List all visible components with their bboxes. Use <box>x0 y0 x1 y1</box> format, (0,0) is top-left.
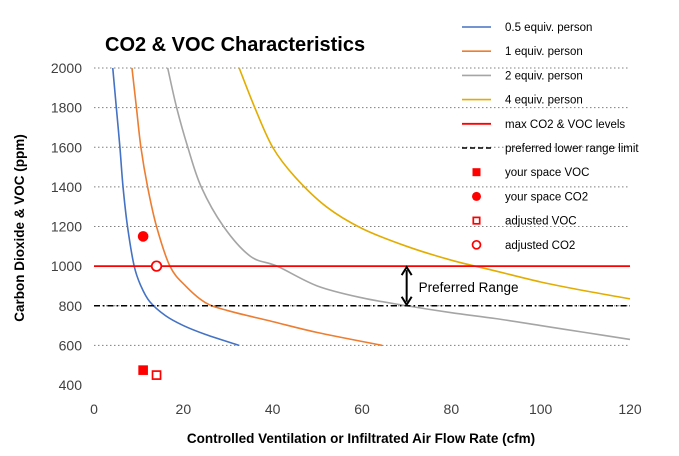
legend-item: your space CO2 <box>472 191 588 203</box>
x-tick-label: 120 <box>618 401 642 417</box>
legend-item: your space VOC <box>472 167 589 179</box>
y-tick-label: 600 <box>59 337 83 353</box>
x-axis-title: Controlled Ventilation or Infiltrated Ai… <box>187 431 535 446</box>
series-3-line <box>238 67 631 300</box>
y-tick-label: 1000 <box>51 258 82 274</box>
grid-layer <box>94 67 630 346</box>
x-tick-label: 60 <box>354 401 370 417</box>
y-tick-label: 1400 <box>51 179 82 195</box>
legend-item: adjusted CO2 <box>471 239 575 252</box>
series-8-point <box>151 370 162 380</box>
legend-item: adjusted VOC <box>472 216 577 228</box>
x-tick-label: 100 <box>529 401 553 417</box>
x-tick-label: 40 <box>265 401 281 417</box>
legend-swatch <box>472 168 481 177</box>
legend-swatch <box>472 191 481 201</box>
y-tick-label: 2000 <box>51 60 82 76</box>
series-2-line <box>166 67 631 341</box>
legend-label: 0.5 equiv. person <box>505 22 592 34</box>
legend-label: adjusted VOC <box>505 216 577 228</box>
y-tick-label: 400 <box>59 377 83 393</box>
legend-label: max CO2 & VOC levels <box>505 119 625 131</box>
preferred-range-label: Preferred Range <box>419 280 519 295</box>
legend-item: preferred lower range limit <box>462 143 639 155</box>
x-tick-label: 20 <box>176 401 192 417</box>
series-0-line <box>111 67 240 347</box>
legend-label: your space CO2 <box>505 191 588 203</box>
y-tick-label: 800 <box>59 298 83 314</box>
legend-item: 1 equiv. person <box>462 46 583 58</box>
y-tick-label: 1600 <box>51 139 82 155</box>
preferred-range-arrow-head-down <box>400 296 413 307</box>
x-tick-label: 80 <box>444 401 460 417</box>
legend-item: 0.5 equiv. person <box>462 22 592 34</box>
legend-swatch <box>472 216 481 225</box>
legend-layer: 0.5 equiv. person 1 equiv. person 2 equiv.… <box>462 22 639 252</box>
x-tick-label: 0 <box>90 401 98 417</box>
legend-item: 2 equiv. person <box>462 70 583 82</box>
legend-label: 1 equiv. person <box>505 46 583 58</box>
legend-item: 4 equiv. person <box>462 95 583 107</box>
legend-label: 4 equiv. person <box>505 95 583 107</box>
series-9-point <box>150 260 163 272</box>
series-7-point <box>137 231 149 242</box>
series-1-line <box>131 67 383 347</box>
y-tick-label: 1800 <box>51 100 82 116</box>
legend-label: adjusted CO2 <box>505 240 575 252</box>
y-axis-title: Carbon Dioxide & VOC (ppm) <box>12 134 27 322</box>
chart-title: CO2 & VOC Characteristics <box>105 34 365 56</box>
legend-label: 2 equiv. person <box>505 70 583 82</box>
legend-label: preferred lower range limit <box>505 143 639 155</box>
legend-label: your space VOC <box>505 167 589 179</box>
y-tick-label: 1200 <box>51 219 82 235</box>
preferred-range-arrow-head-up <box>400 265 413 276</box>
legend-swatch <box>471 239 482 250</box>
tick-layer: 400 600 800 1000 1200 1400 1600 1800 2000 0 20 40 60… <box>51 60 642 417</box>
series-layer: Preferred Range <box>94 67 631 380</box>
series-6-point <box>138 365 148 375</box>
legend-item: max CO2 & VOC levels <box>462 119 625 131</box>
